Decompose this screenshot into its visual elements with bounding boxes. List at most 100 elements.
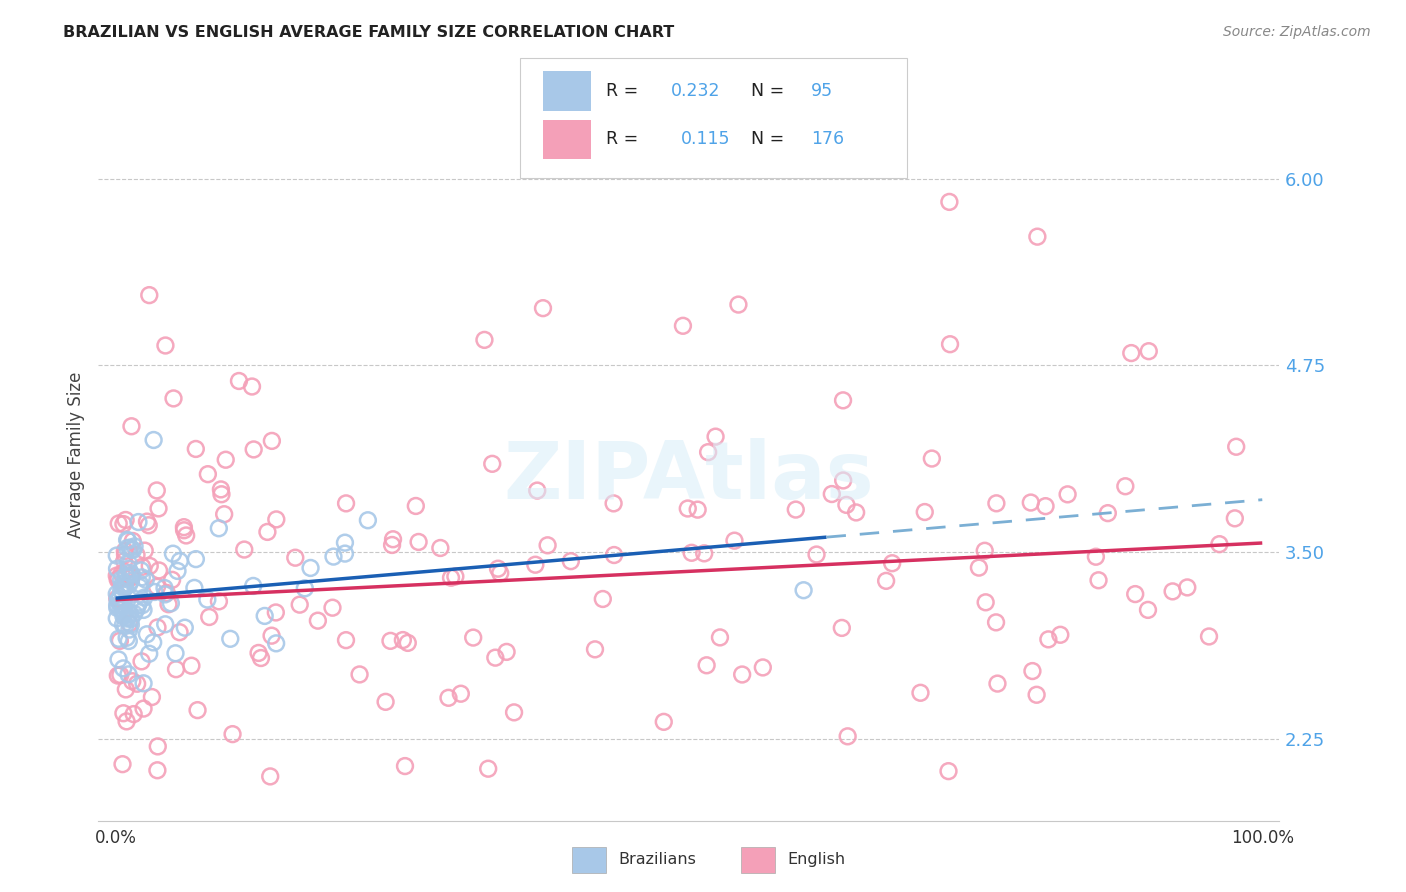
Point (474, 333, 496, 347)
Point (121, 542, 143, 557)
Point (121, 419, 143, 434)
Point (146, 483, 169, 498)
Point (162, 392, 184, 406)
Point (117, 533, 139, 548)
Point (696, 658, 718, 673)
Point (112, 661, 135, 675)
Point (118, 541, 141, 555)
Point (138, 647, 160, 661)
Point (127, 599, 149, 613)
Point (120, 574, 142, 588)
Point (974, 595, 997, 609)
Text: N =: N = (751, 82, 790, 100)
Point (134, 591, 156, 605)
Point (114, 619, 136, 633)
Point (156, 586, 179, 600)
Point (118, 578, 141, 592)
Point (322, 549, 344, 564)
Point (837, 729, 859, 743)
Point (114, 565, 136, 579)
Point (484, 650, 506, 665)
Point (134, 543, 156, 558)
Point (111, 585, 134, 599)
Point (114, 606, 136, 620)
Point (111, 757, 134, 772)
Point (114, 581, 136, 595)
Point (221, 727, 243, 741)
Point (938, 764, 960, 779)
Point (219, 632, 242, 646)
Point (118, 566, 141, 580)
Point (184, 552, 207, 566)
Point (132, 676, 155, 690)
Point (105, 601, 128, 615)
Point (1038, 632, 1060, 647)
Point (118, 616, 141, 631)
Point (686, 502, 709, 516)
Point (1097, 506, 1119, 520)
Point (357, 513, 380, 527)
Point (264, 606, 287, 620)
Text: English: English (787, 853, 845, 867)
Point (115, 569, 138, 583)
Point (114, 513, 136, 527)
Point (973, 543, 995, 558)
Point (112, 607, 135, 622)
Point (986, 676, 1008, 690)
Point (536, 538, 558, 552)
Point (114, 544, 136, 558)
Point (139, 558, 162, 573)
Point (155, 617, 177, 632)
Point (1161, 584, 1184, 599)
Point (335, 633, 357, 648)
Point (495, 645, 517, 659)
Point (110, 602, 132, 616)
Point (173, 523, 195, 537)
Point (184, 442, 207, 456)
Point (112, 609, 135, 624)
Point (132, 701, 155, 715)
Point (138, 518, 160, 533)
Point (440, 571, 463, 585)
Point (114, 569, 136, 583)
Point (396, 636, 419, 650)
Point (138, 288, 160, 302)
Point (253, 609, 276, 624)
Point (107, 572, 129, 586)
Point (489, 566, 512, 581)
Point (115, 631, 138, 645)
Point (1087, 574, 1109, 588)
Point (266, 512, 288, 526)
Point (115, 611, 138, 625)
Point (463, 631, 485, 645)
Point (107, 652, 129, 666)
Text: Brazilians: Brazilians (619, 853, 696, 867)
Point (173, 621, 195, 635)
Point (984, 615, 1007, 630)
Point (107, 516, 129, 531)
Text: 0.115: 0.115 (681, 130, 730, 148)
Point (165, 662, 187, 676)
Text: Source: ZipAtlas.com: Source: ZipAtlas.com (1223, 25, 1371, 39)
Point (526, 483, 548, 498)
Point (503, 706, 526, 720)
Point (821, 487, 844, 501)
Point (211, 487, 233, 501)
Point (242, 442, 264, 457)
Point (105, 591, 128, 606)
Point (117, 609, 139, 624)
Point (264, 636, 287, 650)
Point (921, 451, 943, 466)
Point (486, 562, 509, 576)
Point (127, 677, 149, 691)
Point (127, 515, 149, 529)
Point (105, 598, 128, 612)
Point (240, 379, 263, 393)
Point (785, 502, 807, 516)
Point (105, 549, 128, 563)
Text: 0.232: 0.232 (671, 82, 720, 100)
Point (121, 674, 143, 689)
Point (124, 540, 146, 554)
Point (121, 567, 143, 582)
Point (117, 556, 139, 570)
